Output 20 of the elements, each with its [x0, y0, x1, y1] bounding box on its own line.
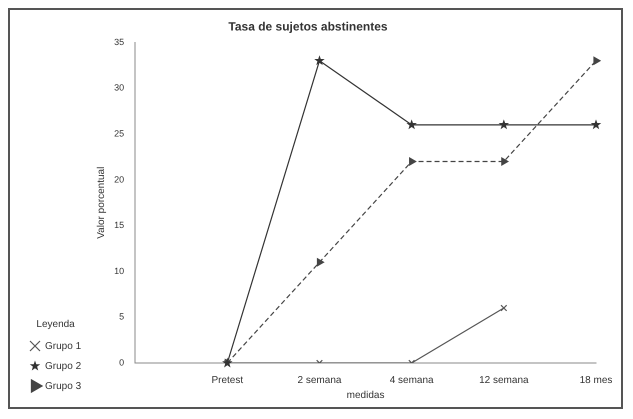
x-tick-label: 18 mes: [580, 374, 612, 386]
y-tick-label: 35: [114, 36, 124, 47]
legend-label: Grupo 2: [45, 360, 82, 372]
x-tick-label: 2 semana: [298, 374, 342, 386]
y-tick-label: 30: [114, 82, 124, 93]
legend-label: Grupo 1: [45, 340, 82, 352]
x-tick-label: Pretest: [211, 374, 244, 386]
y-axis-title: Valor porcentual: [96, 166, 107, 239]
x-tick-label: 4 semana: [390, 374, 434, 386]
y-tick-label: 20: [114, 174, 124, 184]
y-tick-label: 5: [119, 312, 124, 322]
legend-title: Leyenda: [36, 318, 76, 330]
x-tick-label: 12 semana: [479, 374, 530, 386]
y-tick-label: 15: [114, 220, 124, 230]
y-tick-label: 10: [114, 266, 124, 276]
x-axis-title: medidas: [346, 390, 384, 401]
legend-label: Grupo 3: [45, 380, 82, 392]
y-tick-label: 0: [119, 357, 124, 368]
y-tick-label: 25: [114, 128, 124, 138]
chart-title: Tasa de sujetos abstinentes: [228, 20, 388, 34]
